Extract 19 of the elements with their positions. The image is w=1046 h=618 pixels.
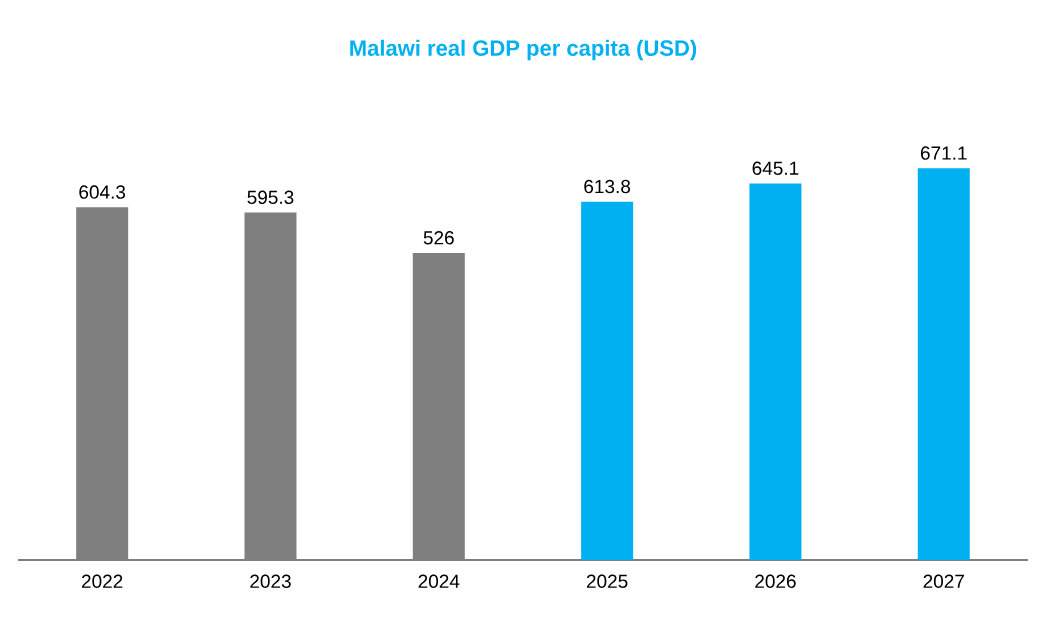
- x-tick-label: 2022: [81, 574, 123, 588]
- bar: [581, 201, 634, 560]
- x-tick-label: 2026: [755, 574, 796, 588]
- x-tick-label: 2025: [586, 574, 628, 588]
- data-label: 604.3: [79, 185, 126, 199]
- data-label: 645.1: [752, 161, 799, 175]
- chart-title: Malawi real GDP per capita (USD): [350, 39, 697, 61]
- data-label: 595.3: [247, 190, 294, 205]
- bar: [749, 183, 802, 560]
- bar: [412, 253, 465, 560]
- data-label: 526: [423, 231, 454, 245]
- bar: [917, 168, 970, 560]
- data-label: 613.8: [584, 179, 631, 194]
- bar: [76, 207, 129, 560]
- x-tick-label: 2027: [923, 574, 964, 588]
- x-tick-label: 2024: [418, 574, 460, 588]
- data-label: 671.1: [920, 146, 967, 160]
- bar: [244, 212, 297, 560]
- x-tick-label: 2023: [250, 574, 291, 588]
